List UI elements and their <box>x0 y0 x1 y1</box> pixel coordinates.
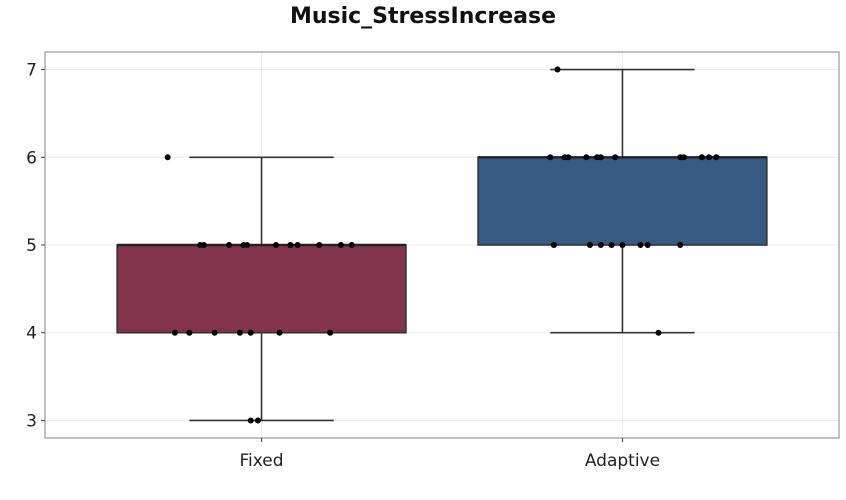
data-point <box>276 329 283 336</box>
data-point <box>619 242 626 248</box>
data-point <box>316 242 323 248</box>
y-axis: 3 4 5 6 7 <box>26 61 45 431</box>
y-tick-label: 3 <box>26 411 37 431</box>
box-rect <box>477 156 768 246</box>
data-point <box>327 329 334 336</box>
data-point <box>612 154 619 161</box>
data-point <box>171 329 178 336</box>
y-tick-label: 6 <box>26 148 37 168</box>
data-point <box>244 242 251 248</box>
data-point <box>706 154 713 161</box>
data-point <box>644 242 651 248</box>
data-point <box>294 242 301 248</box>
data-point <box>677 242 684 248</box>
data-point <box>586 242 593 248</box>
data-point <box>637 242 644 248</box>
data-point <box>337 242 344 248</box>
data-point <box>348 242 355 248</box>
data-point <box>565 154 572 161</box>
data-point <box>608 242 615 248</box>
box-fixed <box>116 156 407 422</box>
y-tick-label: 4 <box>26 324 37 344</box>
data-point <box>713 154 720 161</box>
data-point <box>583 154 590 161</box>
data-point <box>550 242 557 248</box>
data-point <box>597 154 604 161</box>
data-point <box>200 242 207 248</box>
data-point <box>272 242 279 248</box>
x-tick-label: Fixed <box>240 451 284 471</box>
data-points <box>164 66 720 424</box>
x-axis: Fixed Adaptive <box>240 438 660 471</box>
box-rect <box>116 244 407 334</box>
data-point <box>164 154 171 161</box>
data-point <box>236 329 243 336</box>
box-adaptive <box>477 68 768 334</box>
y-tick-label: 7 <box>26 61 37 81</box>
data-point <box>597 242 604 248</box>
x-tick-label: Adaptive <box>585 451 660 471</box>
data-point <box>698 154 705 161</box>
data-point <box>287 242 294 248</box>
data-point <box>211 329 218 336</box>
data-point <box>186 329 193 336</box>
y-tick-label: 5 <box>26 236 37 256</box>
data-point <box>226 242 233 248</box>
data-point <box>655 329 662 336</box>
data-point <box>247 417 254 424</box>
data-point <box>547 154 554 161</box>
boxes <box>116 68 768 422</box>
chart-title: Music_StressIncrease <box>289 4 557 29</box>
data-point <box>247 329 254 336</box>
data-point <box>554 66 561 73</box>
data-point <box>680 154 687 161</box>
data-point <box>254 417 261 424</box>
